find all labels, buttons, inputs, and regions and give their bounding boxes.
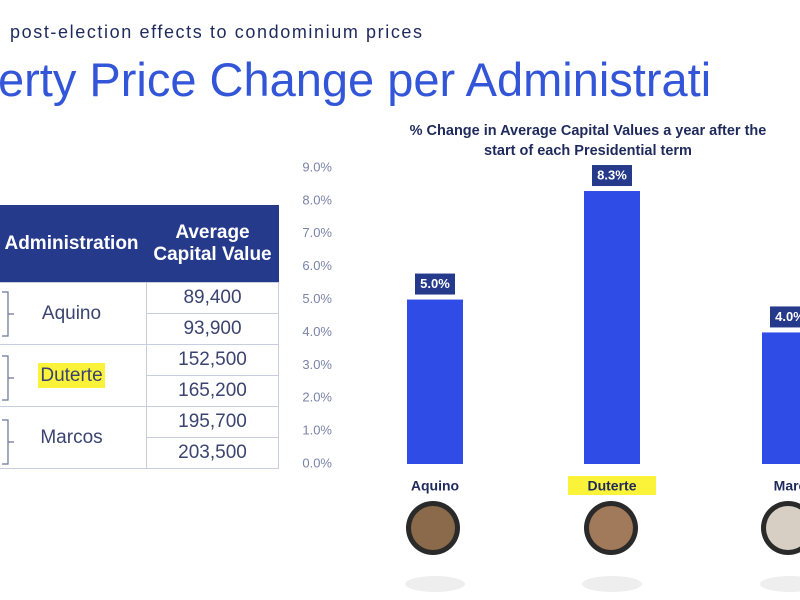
y-tick-label: 8.0% (302, 192, 332, 207)
value-label-box (415, 273, 455, 295)
y-tick-label: 6.0% (302, 258, 332, 273)
value-label: 8.3% (597, 167, 627, 182)
admin-label: Aquino (41, 302, 102, 324)
slide-title: erty Price Change per Administrati (0, 53, 712, 106)
y-tick-label: 0.0% (302, 455, 332, 470)
x-tick-label: Duterte (587, 478, 636, 494)
cell: 152,500 (146, 344, 279, 376)
highlight (568, 476, 656, 495)
table-header: Administration (0, 205, 147, 283)
cell: 165,200 (146, 375, 279, 407)
cell: 89,400 (146, 282, 279, 314)
y-tick-label: 9.0% (302, 159, 332, 174)
y-tick-label: 4.0% (302, 324, 332, 339)
admin-name: Duterte (0, 344, 147, 407)
cell: 93,900 (146, 313, 279, 345)
chart-title: % Change in Average Capital Values a yea… (409, 123, 767, 159)
admin-label: Marcos (40, 426, 103, 448)
y-tick-label: 1.0% (302, 423, 332, 438)
bar (762, 332, 800, 464)
subtitle: post-election effects to condominium pri… (10, 22, 424, 42)
y-tick-label: 7.0% (302, 225, 332, 240)
brackets (2, 291, 14, 465)
photos (405, 501, 800, 592)
x-tick-label: Aquino (411, 478, 459, 494)
value-label: 4.0% (775, 309, 800, 324)
admin-label: Duterte (38, 362, 105, 388)
y-tick-label: 3.0% (302, 357, 332, 372)
x-tick-label: Marc (774, 478, 800, 494)
price-table: Administration Average Capital Value Aqu… (0, 205, 279, 469)
value-label: 5.0% (420, 276, 450, 291)
cell: 203,500 (146, 437, 279, 469)
table-header: Average Capital Value (146, 205, 279, 283)
value-label-box (592, 165, 632, 187)
admin-name: Marcos (0, 406, 147, 469)
y-tick-label: 5.0% (302, 291, 332, 306)
bar (407, 299, 463, 464)
y-tick-label: 2.0% (302, 390, 332, 405)
bar (584, 191, 640, 464)
value-label-box (770, 306, 800, 328)
